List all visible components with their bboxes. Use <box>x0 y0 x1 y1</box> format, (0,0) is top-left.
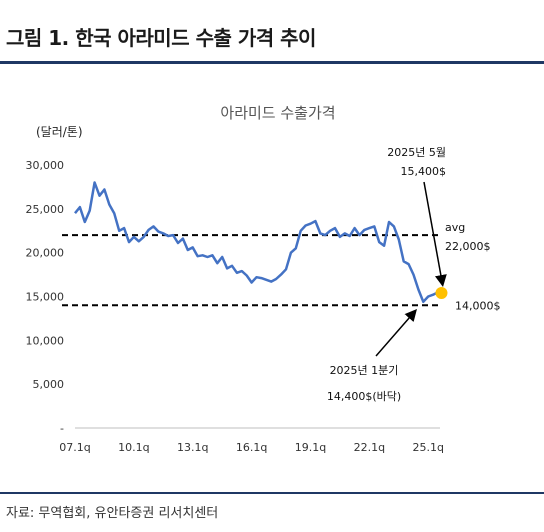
line-chart: 아라미드 수출가격 (달러/톤) - 5,000 10,000 15,000 20,00… <box>26 104 501 454</box>
low-arrow <box>375 309 417 357</box>
x-tick-label: 22.1q <box>354 441 385 454</box>
x-tick-label: 16.1q <box>236 441 267 454</box>
y-axis-ticks: - 5,000 10,000 15,000 20,000 25,000 30,000 <box>26 159 65 435</box>
latest-value-label: 15,400$ <box>401 165 447 178</box>
low-value-label: 14,400$(바닥) <box>327 390 401 403</box>
y-tick-label: 5,000 <box>33 378 65 391</box>
avg-label: avg <box>445 221 465 234</box>
bottom-rule <box>0 492 544 494</box>
y-tick-label: 20,000 <box>26 247 65 260</box>
x-tick-label: 19.1q <box>295 441 326 454</box>
y-tick-label: 25,000 <box>26 203 65 216</box>
source-note: 자료: 무역협회, 유안타증권 리서치센터 <box>6 506 219 521</box>
y-axis-label: (달러/톤) <box>36 125 83 139</box>
y-tick-label: 15,000 <box>26 291 65 304</box>
x-tick-label: 13.1q <box>177 441 208 454</box>
y-tick-label: - <box>60 422 64 435</box>
latest-date-label: 2025년 5월 <box>387 146 446 159</box>
low-date-label: 2025년 1분기 <box>330 364 399 377</box>
avg-value-label: 22,000$ <box>445 240 491 253</box>
x-tick-label: 10.1q <box>118 441 149 454</box>
figure-title: 그림 1. 한국 아라미드 수출 가격 추이 <box>6 26 316 50</box>
y-tick-label: 10,000 <box>26 334 65 347</box>
top-rule <box>0 61 544 64</box>
floor-value-label: 14,000$ <box>455 299 501 312</box>
chart-title: 아라미드 수출가격 <box>220 104 335 122</box>
latest-arrow <box>423 181 447 287</box>
annotations: avg 22,000$ 14,000$ 2025년 5월 15,400$ 2025년 1분… <box>327 146 501 403</box>
y-tick-label: 30,000 <box>26 159 65 172</box>
series-line <box>74 181 438 304</box>
latest-point-marker <box>435 286 448 299</box>
reference-lines <box>62 234 438 307</box>
x-tick-label: 25.1q <box>412 441 443 454</box>
x-tick-label: 07.1q <box>59 441 90 454</box>
x-axis-ticks: 07.1q 10.1q 13.1q 16.1q 19.1q 22.1q 25.1q <box>59 441 444 454</box>
